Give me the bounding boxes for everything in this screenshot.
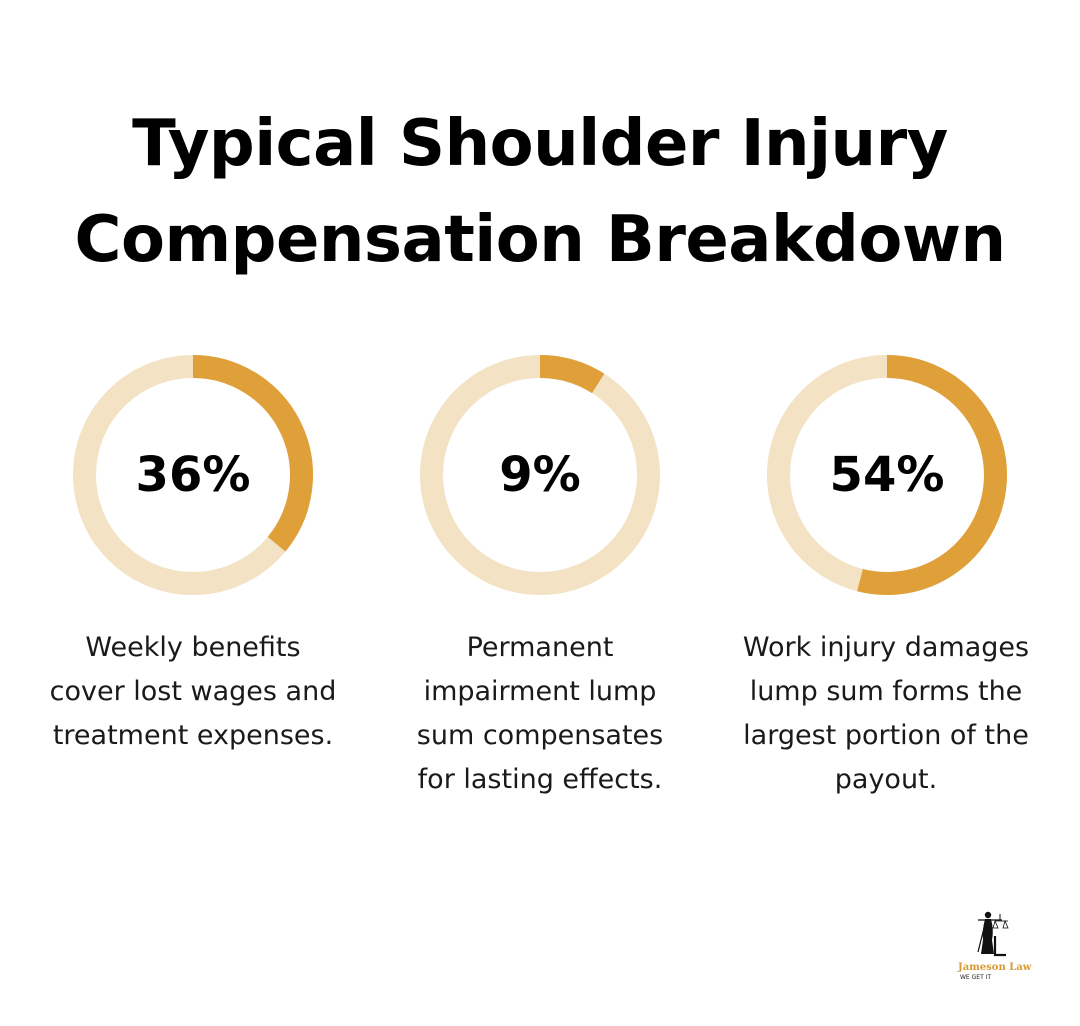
description-line: payout.: [834, 764, 938, 795]
title-line-1: Typical Shoulder Injury: [132, 107, 948, 181]
lady-justice-icon: [977, 911, 1009, 957]
description-line: cover lost wages and: [49, 676, 337, 707]
percent-label: 54%: [829, 447, 945, 503]
stat-description: Weekly benefits cover lost wages and tre…: [23, 626, 363, 758]
brand-logo: Jameson Law WE GET IT: [948, 906, 1048, 986]
page-title: Typical Shoulder Injury Compensation Bre…: [0, 96, 1080, 288]
description-line: largest portion of the: [743, 720, 1029, 751]
donut-segment: [192, 355, 313, 552]
description-line: Permanent: [466, 632, 614, 663]
donut-svg: [73, 355, 313, 595]
percent-label: 36%: [135, 447, 251, 503]
donut-segment: [539, 355, 605, 394]
description-line: lump sum forms the: [749, 676, 1023, 707]
description-line: treatment expenses.: [52, 720, 334, 751]
donut-chart: 36%: [72, 354, 314, 596]
description-line: sum compensates: [416, 720, 664, 751]
donut-chart: 9%: [419, 354, 661, 596]
description-line: for lasting effects.: [417, 764, 663, 795]
donut-segment: [857, 355, 1007, 595]
title-line-2: Compensation Breakdown: [74, 203, 1007, 277]
donut-chart: 54%: [766, 354, 1008, 596]
donut-svg: [420, 355, 660, 595]
donut-svg: [767, 355, 1007, 595]
stat-description: Permanent impairment lump sum compensate…: [370, 626, 710, 802]
description-line: Work injury damages: [742, 632, 1030, 663]
logo-name: Jameson Law: [958, 962, 1032, 973]
description-line: Weekly benefits: [85, 632, 301, 663]
stat-description: Work injury damages lump sum forms the l…: [716, 626, 1056, 802]
description-line: impairment lump: [423, 676, 657, 707]
logo-tagline: WE GET IT: [960, 974, 992, 981]
percent-label: 9%: [499, 447, 581, 503]
